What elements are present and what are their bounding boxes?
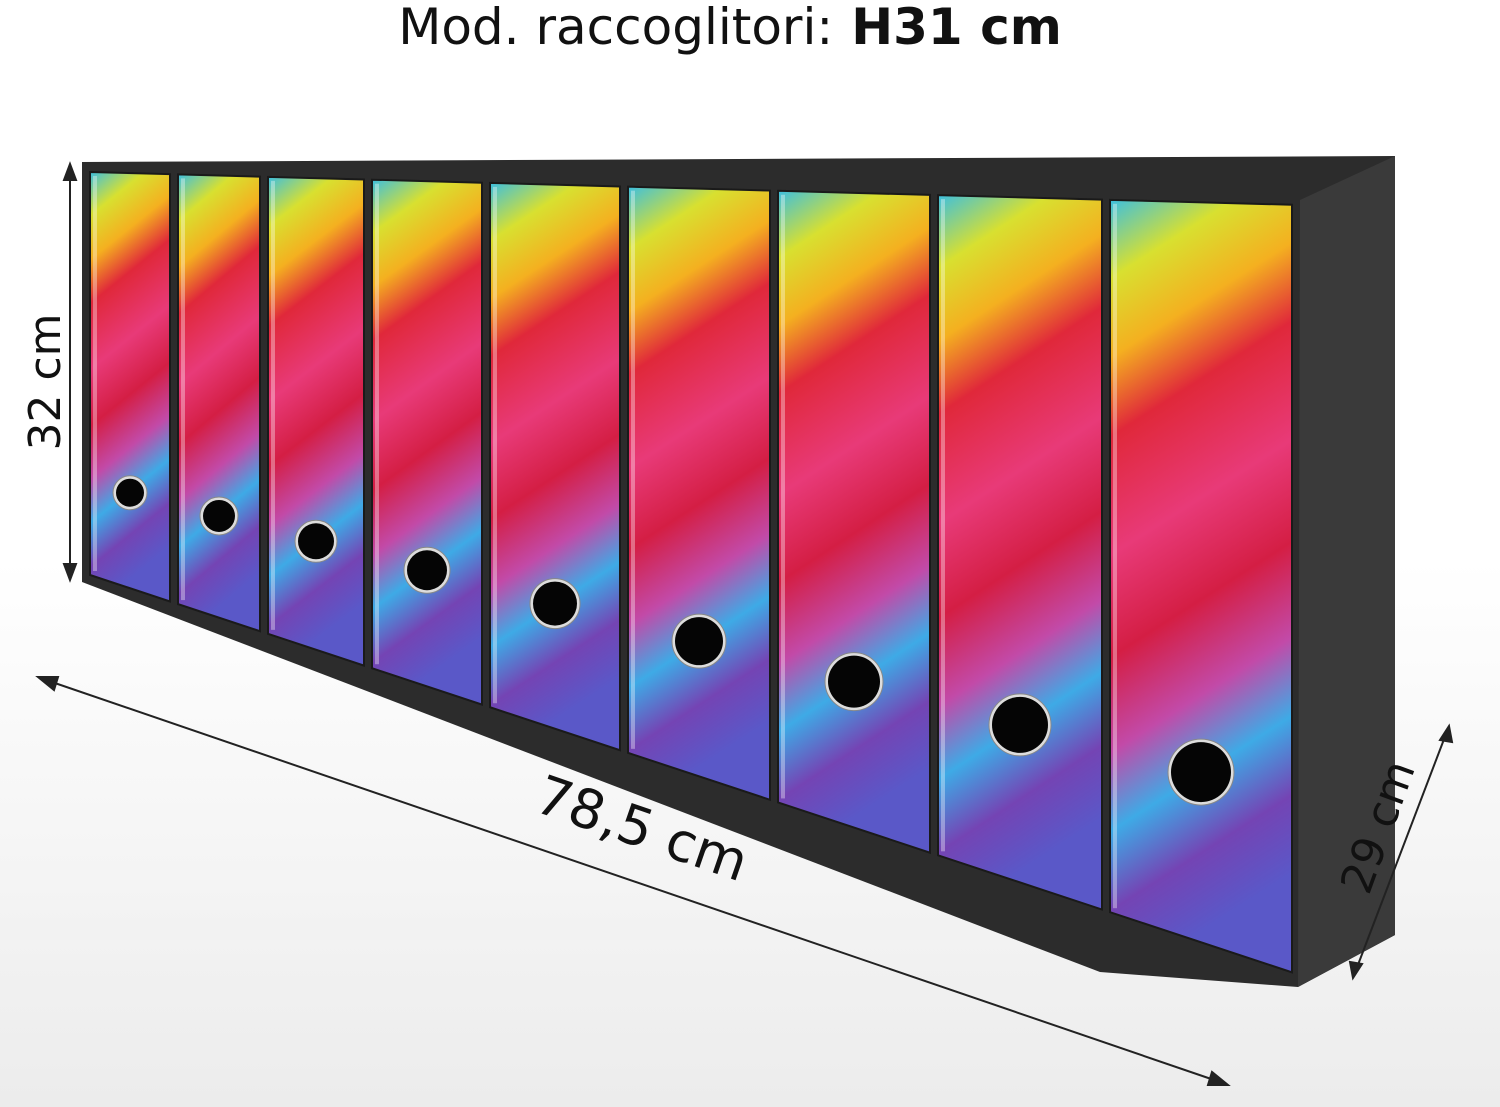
title-prefix: Mod. raccoglitori:	[398, 0, 833, 56]
spine-shine	[271, 180, 275, 630]
arrow-head	[1348, 960, 1364, 981]
case-side	[1298, 156, 1395, 987]
width-arrow	[45, 679, 1221, 1083]
finger-hole	[1171, 742, 1231, 803]
arrow-head	[1206, 1070, 1231, 1086]
depth-arrow	[1355, 733, 1447, 971]
arrow-head	[1438, 723, 1454, 744]
binder-spine	[89, 170, 171, 603]
finger-hole	[675, 617, 723, 666]
title: Mod. raccoglitori: H31 cm	[398, 0, 1062, 56]
finger-hole	[407, 550, 447, 591]
binder-spine	[627, 185, 771, 802]
binder-spine	[371, 178, 483, 706]
finger-hole	[533, 581, 577, 626]
finger-hole	[992, 696, 1048, 753]
binder-spine	[489, 181, 621, 752]
finger-hole	[116, 478, 144, 507]
spine-shine	[1113, 203, 1117, 909]
binder-spine	[267, 175, 365, 667]
binders	[89, 170, 1293, 974]
spine-shine	[781, 194, 785, 799]
finger-hole	[203, 499, 235, 532]
height-label: 32 cm	[20, 313, 71, 450]
dimension-arrows	[35, 161, 1454, 1086]
binder-spine	[937, 194, 1103, 911]
spine-shine	[493, 186, 497, 704]
arrow-head	[62, 161, 78, 181]
arrow-head	[62, 563, 78, 583]
binder-spine	[1109, 198, 1293, 974]
binder-spine	[777, 189, 931, 855]
spine-shine	[93, 176, 97, 571]
arrow-head	[35, 676, 60, 692]
finger-hole	[828, 655, 880, 708]
finger-hole	[298, 523, 334, 560]
spine-shine	[631, 190, 635, 749]
spine-shine	[941, 199, 945, 852]
title-height: H31 cm	[851, 0, 1062, 56]
spine-shine	[375, 183, 379, 665]
binder-spine	[177, 173, 261, 633]
spine-shine	[181, 178, 185, 601]
